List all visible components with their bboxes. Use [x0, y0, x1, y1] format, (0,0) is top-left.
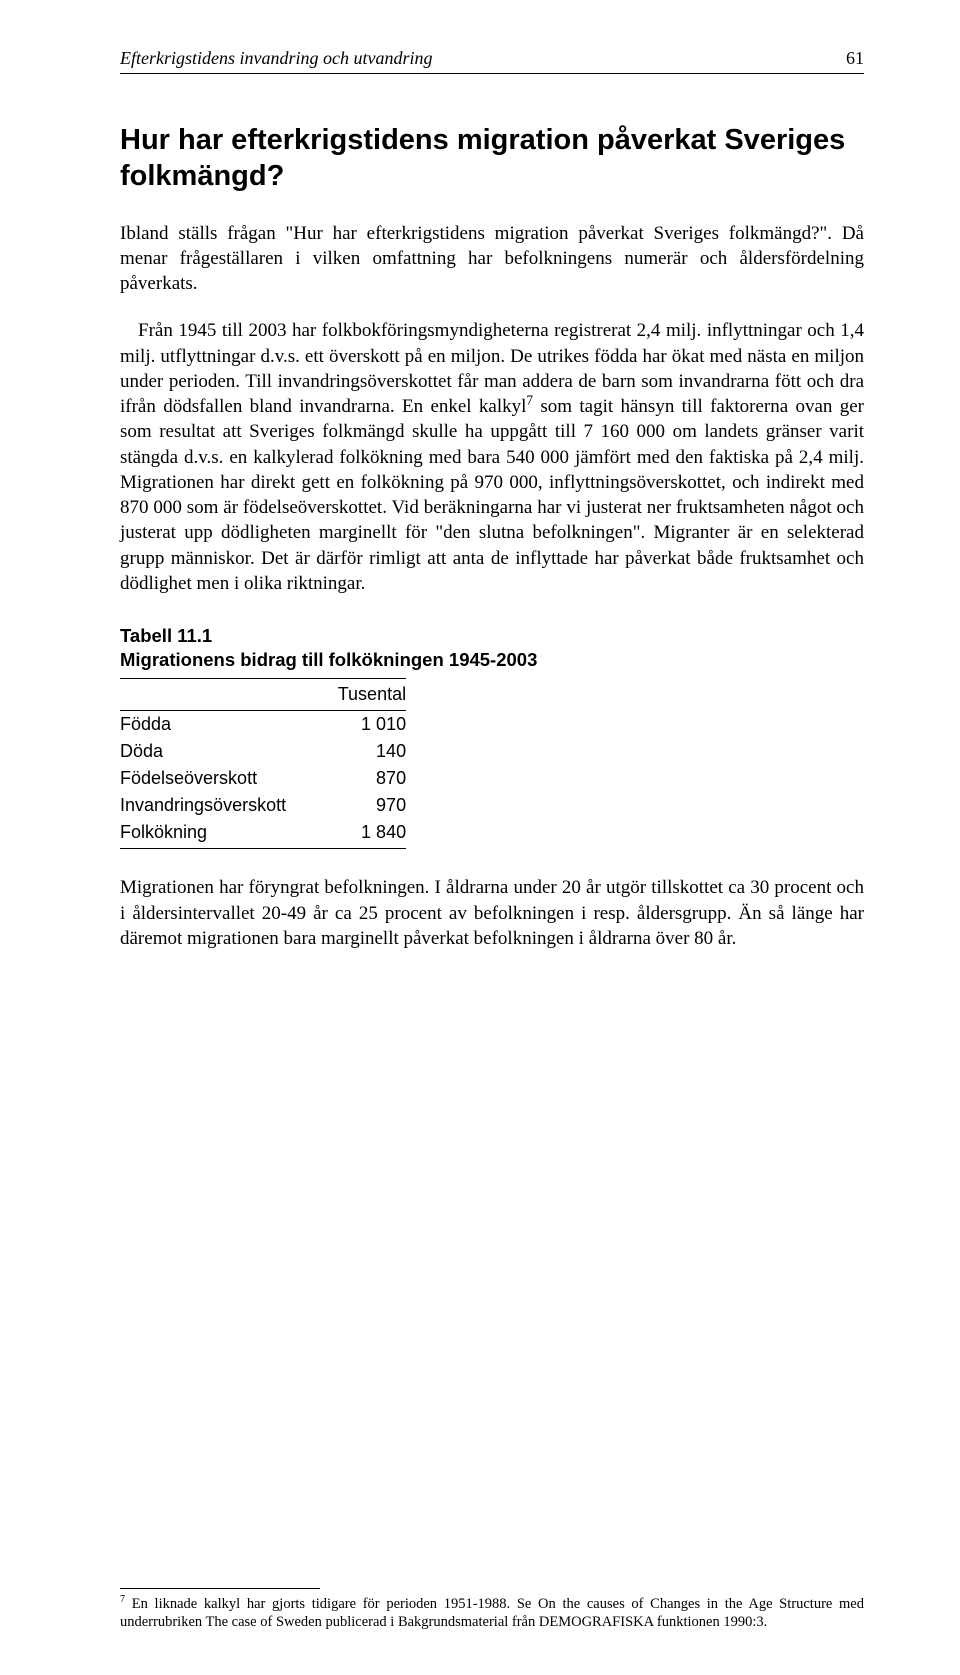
table-row: Döda 140 — [120, 738, 406, 765]
table-row: Invandringsöverskott 970 — [120, 792, 406, 819]
table-header-unit: Tusental — [316, 679, 406, 711]
table-cell-value: 140 — [316, 738, 406, 765]
running-header: Efterkrigstidens invandring och utvandri… — [120, 48, 864, 74]
table-cell-value: 970 — [316, 792, 406, 819]
table-cell-value: 1 840 — [316, 819, 406, 849]
table-caption: Tabell 11.1 Migrationens bidrag till fol… — [120, 624, 864, 672]
paragraph-3: Migrationen har föryngrat befolkningen. … — [120, 875, 864, 951]
table-cell-label: Folkökning — [120, 819, 316, 849]
table-cell-value: 1 010 — [316, 711, 406, 739]
table-title: Migrationens bidrag till folkökningen 19… — [120, 649, 537, 670]
table-row: Folkökning 1 840 — [120, 819, 406, 849]
table-cell-label: Födda — [120, 711, 316, 739]
table-cell-label: Födelseöverskott — [120, 765, 316, 792]
footnote-7: 7 En liknade kalkyl har gjorts tidigare … — [120, 1595, 864, 1631]
footnote-block: 7 En liknade kalkyl har gjorts tidigare … — [120, 1588, 864, 1631]
footnote-rule — [120, 1588, 320, 1589]
section-heading: Hur har efterkrigstidens migration påver… — [120, 122, 864, 195]
page-number: 61 — [846, 48, 864, 69]
table-header-blank — [120, 679, 316, 711]
migration-table: Tusental Födda 1 010 Döda 140 Födelseöve… — [120, 678, 406, 849]
paragraph-2b: som tagit hänsyn till faktorerna ovan ge… — [120, 396, 864, 594]
paragraph-2: Från 1945 till 2003 har folkbokföringsmy… — [120, 318, 864, 596]
running-title: Efterkrigstidens invandring och utvandri… — [120, 48, 432, 69]
paragraph-1: Ibland ställs frågan "Hur har efterkrigs… — [120, 221, 864, 297]
footnote-text: En liknade kalkyl har gjorts tidigare fö… — [120, 1596, 864, 1630]
table-row: Födda 1 010 — [120, 711, 406, 739]
table-cell-label: Invandringsöverskott — [120, 792, 316, 819]
table-number: Tabell 11.1 — [120, 625, 212, 646]
table-row: Födelseöverskott 870 — [120, 765, 406, 792]
table-cell-value: 870 — [316, 765, 406, 792]
table-cell-label: Döda — [120, 738, 316, 765]
